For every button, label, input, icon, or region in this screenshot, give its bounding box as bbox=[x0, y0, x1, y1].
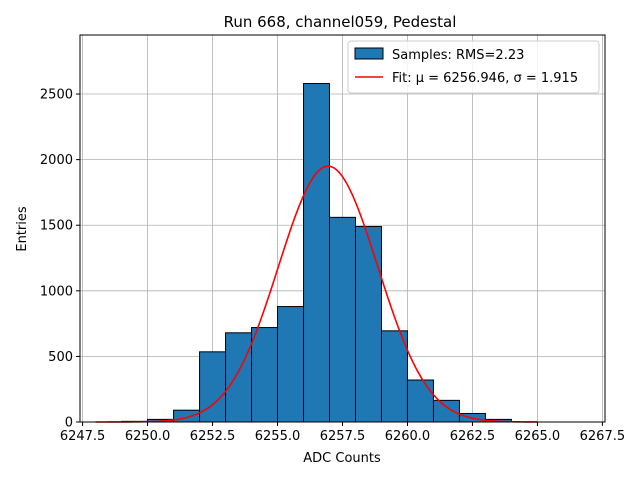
histogram-bar bbox=[432, 399, 460, 423]
histogram-bar bbox=[329, 216, 356, 423]
y-axis-ticks: 0 500 1000 1500 2000 2500 bbox=[40, 88, 80, 431]
histogram-bar bbox=[380, 330, 408, 423]
y-tick-label: 500 bbox=[48, 350, 73, 365]
x-tick-label: 6250.0 bbox=[125, 429, 171, 444]
y-tick-label: 2500 bbox=[40, 88, 73, 103]
chart-title: Run 668, channel059, Pedestal bbox=[224, 13, 457, 31]
y-tick-label: 0 bbox=[65, 416, 73, 431]
x-tick-label: 6255.0 bbox=[255, 429, 301, 444]
x-axis-ticks: 6247.5 6250.0 6252.5 6255.0 6257.5 6260.0 6262… bbox=[60, 422, 625, 444]
fit-curve-group bbox=[95, 165, 538, 423]
y-axis-label: Entries bbox=[15, 206, 30, 252]
x-tick-label: 6265.0 bbox=[515, 429, 561, 444]
legend-label-fit: Fit: μ = 6256.946, σ = 1.915 bbox=[392, 71, 578, 86]
x-axis-label: ADC Counts bbox=[303, 451, 381, 466]
x-tick-label: 6267.5 bbox=[580, 429, 626, 444]
fit-curve bbox=[95, 165, 538, 423]
x-tick-label: 6257.5 bbox=[320, 429, 366, 444]
histogram-bar bbox=[251, 327, 279, 423]
histogram-bar bbox=[173, 409, 201, 423]
histogram-bar bbox=[406, 379, 434, 423]
legend-box bbox=[347, 40, 600, 94]
histogram-bar bbox=[225, 332, 253, 423]
y-tick-label: 2000 bbox=[40, 153, 73, 168]
legend-label-histogram: Samples: RMS=2.23 bbox=[392, 48, 524, 63]
x-tick-label: 6260.0 bbox=[385, 429, 431, 444]
x-tick-label: 6262.5 bbox=[450, 429, 496, 444]
y-tick-label: 1000 bbox=[40, 284, 73, 299]
x-tick-label: 6247.5 bbox=[60, 429, 106, 444]
y-tick-label: 1500 bbox=[40, 219, 73, 234]
histogram-bar bbox=[303, 83, 331, 423]
legend: Samples: RMS=2.23 Fit: μ = 6256.946, σ =… bbox=[347, 40, 600, 94]
x-tick-label: 6252.5 bbox=[190, 429, 236, 444]
histogram-bar bbox=[277, 306, 305, 423]
legend-histogram-swatch bbox=[354, 47, 384, 60]
histogram-bars bbox=[121, 83, 512, 423]
histogram-bar bbox=[354, 226, 382, 423]
